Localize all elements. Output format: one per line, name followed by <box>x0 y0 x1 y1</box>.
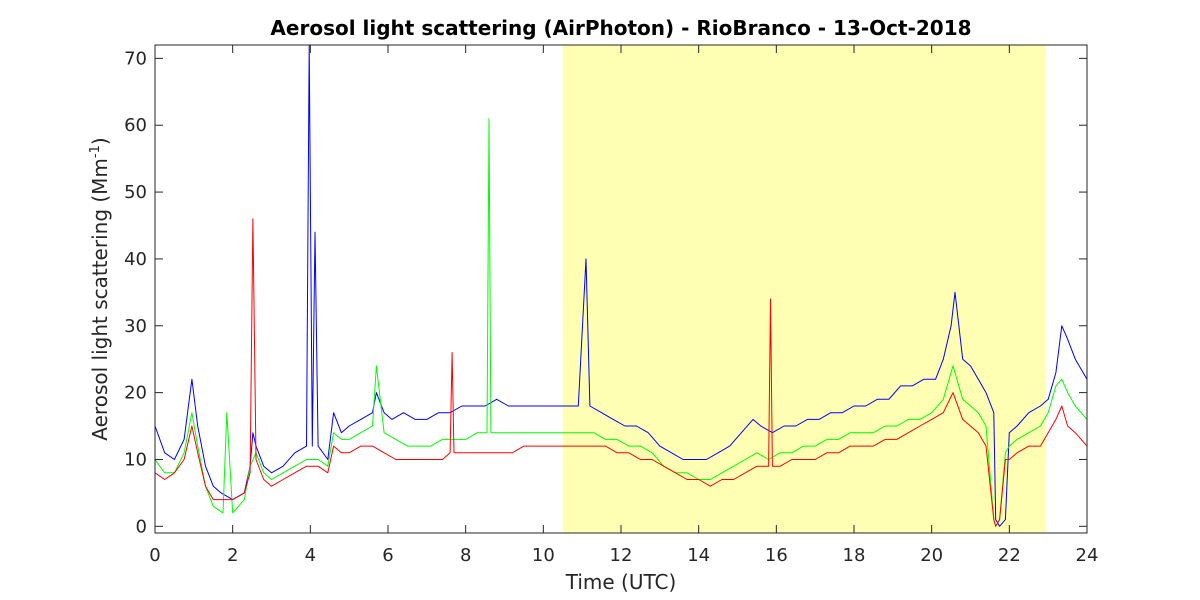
series-line-0 <box>154 44 1088 527</box>
x-tick-label: 2 <box>227 545 238 566</box>
x-tick-label: 14 <box>687 545 710 566</box>
x-tick-label: 8 <box>460 545 471 566</box>
y-tick-label: 20 <box>124 383 147 404</box>
chart-title: Aerosol light scattering (AirPhoton) - R… <box>270 16 971 40</box>
y-tick-label: 70 <box>124 48 147 69</box>
y-tick-label: 30 <box>124 316 147 337</box>
y-tick-label: 60 <box>124 115 147 136</box>
x-tick-label: 4 <box>305 545 316 566</box>
x-tick-label: 16 <box>765 545 788 566</box>
y-axis-label-main: Aerosol light scattering (Mm <box>88 158 112 441</box>
x-tick-label: 18 <box>843 545 866 566</box>
x-tick-label: 6 <box>382 545 393 566</box>
series-line-1 <box>154 118 1088 527</box>
y-axis-ticks: 0 10 20 30 40 50 60 70 <box>124 48 1087 537</box>
y-tick-label: 10 <box>124 449 147 470</box>
x-axis-label: Time (UTC) <box>565 570 677 594</box>
series-line-2 <box>154 218 1088 527</box>
y-axis-label-close: ) <box>88 137 112 145</box>
x-tick-label: 20 <box>920 545 943 566</box>
y-axis-label: Aerosol light scattering (Mm-1) <box>88 137 112 440</box>
x-tick-label: 12 <box>610 545 633 566</box>
y-axis-label-sup: -1 <box>88 145 103 158</box>
highlight-span <box>562 45 1047 533</box>
x-tick-label: 22 <box>998 545 1021 566</box>
y-tick-label: 0 <box>136 516 147 537</box>
series-layer <box>154 44 1088 527</box>
x-tick-label: 24 <box>1076 545 1099 566</box>
y-tick-label: 50 <box>124 182 147 203</box>
y-tick-label: 40 <box>124 249 147 270</box>
x-tick-label: 0 <box>149 545 160 566</box>
x-tick-label: 10 <box>532 545 555 566</box>
x-axis-ticks: 0 2 4 6 8 10 12 14 16 18 20 22 24 <box>149 45 1098 566</box>
